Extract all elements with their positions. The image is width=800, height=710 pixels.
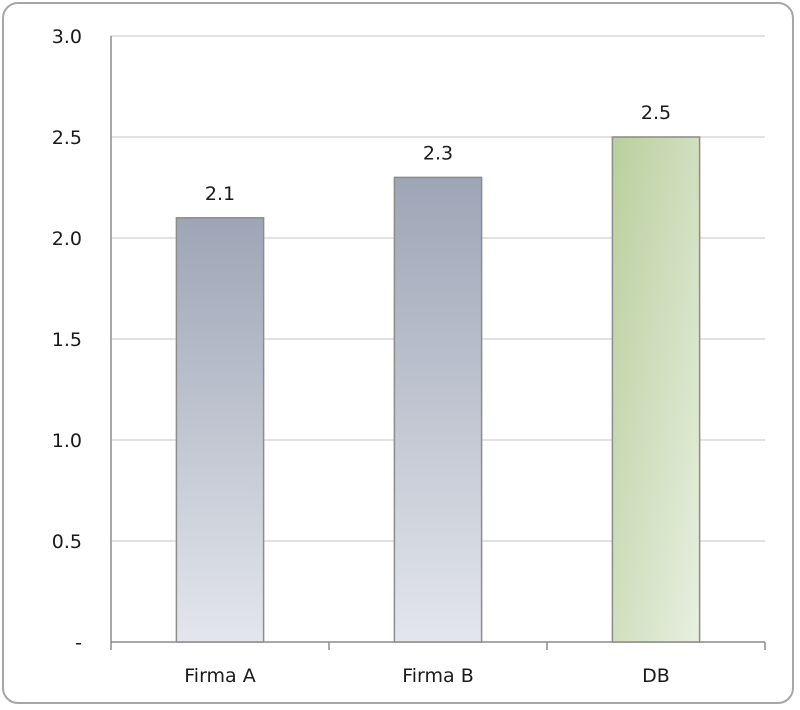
x-tick-label: DB xyxy=(642,665,670,687)
bar xyxy=(393,176,483,643)
x-tick-label: Firma A xyxy=(184,665,256,687)
data-label: 2.3 xyxy=(423,142,453,164)
bar xyxy=(175,217,265,643)
y-tick-label: 1.5 xyxy=(52,329,82,351)
bars xyxy=(175,136,701,643)
y-tick-label: 2.0 xyxy=(52,228,82,250)
labels: - 0.5 1.0 1.5 2.0 2.5 3.0 2.1 Firma A 2.3 Firma B 2… xyxy=(52,26,671,687)
x-tick-label: Firma B xyxy=(402,665,474,687)
y-tick-label: - xyxy=(75,632,82,654)
bar xyxy=(611,136,701,643)
data-label: 2.1 xyxy=(205,183,235,205)
bar-chart: - 0.5 1.0 1.5 2.0 2.5 3.0 2.1 Firma A 2.3 Firma B 2… xyxy=(52,26,766,687)
data-label: 2.5 xyxy=(641,102,671,124)
y-tick-label: 0.5 xyxy=(52,531,82,553)
y-tick-label: 3.0 xyxy=(52,26,82,48)
y-tick-label: 2.5 xyxy=(52,127,82,149)
y-tick-label: 1.0 xyxy=(52,430,82,452)
chart-frame: - 0.5 1.0 1.5 2.0 2.5 3.0 2.1 Firma A 2.3 Firma B 2… xyxy=(2,2,794,704)
